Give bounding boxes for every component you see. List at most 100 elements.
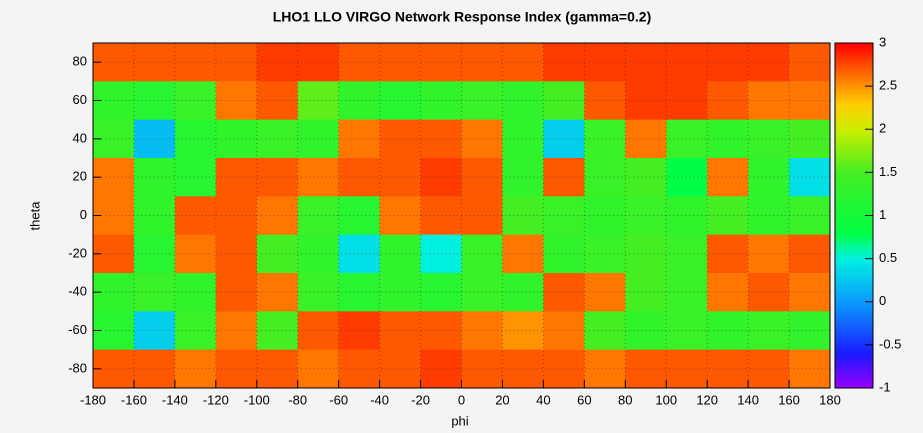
colorbar-band xyxy=(835,123,873,127)
heat-cell xyxy=(666,234,708,274)
y-tick-label: 20 xyxy=(73,169,87,184)
heat-cell xyxy=(256,158,299,197)
heat-cell xyxy=(133,273,176,312)
colorbar-band xyxy=(835,370,873,375)
x-tick-label: -20 xyxy=(411,392,430,407)
heat-cell xyxy=(502,273,544,312)
heat-cell xyxy=(584,81,626,121)
colorbar-band xyxy=(835,94,873,99)
heat-cell xyxy=(502,158,544,197)
heat-cell xyxy=(461,273,503,312)
colorbar-band xyxy=(835,367,873,372)
colorbar-band xyxy=(835,333,873,337)
colorbar-band xyxy=(835,97,873,101)
colorbar-band xyxy=(835,238,873,242)
heat-cell xyxy=(133,196,176,236)
heat-cell xyxy=(707,273,749,312)
heat-cell xyxy=(584,234,626,274)
heat-cell xyxy=(215,43,258,82)
heat-cell xyxy=(461,43,503,82)
colorbar-band xyxy=(835,273,873,277)
colorbar-band xyxy=(835,45,873,50)
colorbar-band xyxy=(835,385,873,389)
colorbar-band xyxy=(835,126,873,130)
heat-cell xyxy=(584,349,626,388)
heat-cell xyxy=(666,196,708,236)
heat-cell xyxy=(461,196,503,236)
heat-cell xyxy=(420,158,462,197)
heat-cell xyxy=(625,158,667,197)
heat-cell xyxy=(420,349,462,388)
colorbar-band xyxy=(835,221,873,225)
colorbar-band xyxy=(835,244,873,248)
heat-cell xyxy=(379,81,422,121)
colorbar-band xyxy=(835,293,873,297)
heat-cell xyxy=(174,349,217,388)
heat-cell xyxy=(420,119,462,159)
y-tick-label: 40 xyxy=(73,130,87,145)
heat-cell xyxy=(666,273,708,312)
heat-cell xyxy=(297,158,340,197)
heat-cell xyxy=(666,81,708,121)
colorbar-band xyxy=(835,192,873,196)
colorbar-band xyxy=(835,365,873,369)
heat-cell xyxy=(666,43,708,82)
heat-cell xyxy=(297,349,340,388)
heat-cell xyxy=(707,119,749,159)
heat-cell xyxy=(666,311,708,351)
heat-cell xyxy=(215,234,258,274)
heat-cell xyxy=(502,119,544,159)
heat-cell xyxy=(379,311,422,351)
heat-cell xyxy=(338,349,381,388)
heat-cell xyxy=(502,196,544,236)
heat-cell xyxy=(625,43,667,82)
x-tick-label: 120 xyxy=(696,392,718,407)
heat-cell xyxy=(297,273,340,312)
colorbar-band xyxy=(835,307,873,311)
colorbar-band xyxy=(835,158,873,162)
colorbar-band xyxy=(835,287,873,291)
colorbar-band xyxy=(835,89,873,93)
colorbar-band xyxy=(835,152,873,156)
y-tick-label: -40 xyxy=(68,284,87,299)
colorbar-band xyxy=(835,235,873,239)
colorbar-band xyxy=(835,186,873,191)
x-tick-label: 80 xyxy=(618,392,632,407)
y-tick-label: 60 xyxy=(73,92,87,107)
heat-cell xyxy=(543,349,585,388)
colorbar-band xyxy=(835,321,873,326)
heat-cell xyxy=(338,81,381,121)
colorbar-band xyxy=(835,57,873,61)
heat-cell xyxy=(789,349,830,388)
x-tick-label: 0 xyxy=(458,392,465,407)
heat-cell xyxy=(215,81,258,121)
heat-cell xyxy=(625,349,667,388)
heat-cell xyxy=(461,158,503,197)
colorbar-band xyxy=(835,267,873,271)
colorbar-band xyxy=(835,63,873,67)
colorbar-band xyxy=(835,129,873,133)
heat-cell xyxy=(502,234,544,274)
heat-cell xyxy=(748,196,790,236)
heat-cell xyxy=(461,311,503,351)
heat-cell xyxy=(502,81,544,121)
plot-area xyxy=(93,43,830,388)
heat-cell xyxy=(297,234,340,274)
heat-cell xyxy=(666,349,708,388)
heat-cell xyxy=(666,119,708,159)
heat-cell xyxy=(748,119,790,159)
heat-cell xyxy=(543,234,585,274)
heat-cell xyxy=(707,234,749,274)
colorbar-band xyxy=(835,68,873,73)
colorbar-band xyxy=(835,86,873,90)
colorbar-band xyxy=(835,54,873,58)
heat-cell xyxy=(625,234,667,274)
heat-cell xyxy=(707,196,749,236)
colorbar-band xyxy=(835,204,873,208)
heat-cell xyxy=(584,43,626,82)
heat-cell xyxy=(625,196,667,236)
heat-cell xyxy=(789,311,830,351)
heat-cell xyxy=(584,273,626,312)
colorbar-band xyxy=(835,227,873,231)
colorbar-band xyxy=(835,212,873,216)
